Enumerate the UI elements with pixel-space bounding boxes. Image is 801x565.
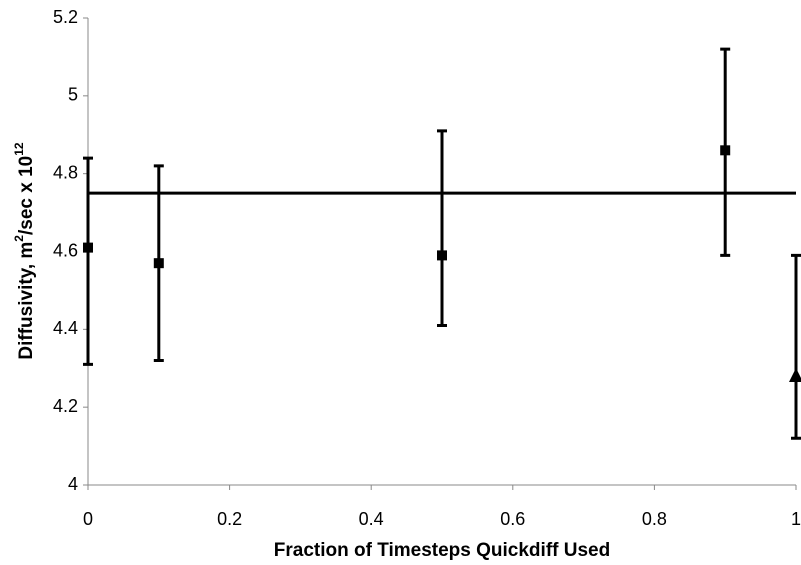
y-tick-label: 5.2 bbox=[53, 7, 78, 27]
x-axis-title: Fraction of Timesteps Quickdiff Used bbox=[274, 540, 610, 561]
y-tick-label: 4.2 bbox=[53, 396, 78, 416]
y-tick-label: 4 bbox=[68, 474, 78, 494]
x-tick-label: 0.2 bbox=[217, 509, 242, 529]
marker bbox=[789, 368, 801, 383]
y-tick-label: 5 bbox=[68, 85, 78, 105]
marker bbox=[437, 250, 447, 261]
x-tick-label: 0.4 bbox=[359, 509, 384, 529]
x-tick-label: 0.8 bbox=[642, 509, 667, 529]
y-title-part: Diffusivity, m bbox=[16, 242, 37, 360]
error-bar bbox=[791, 253, 801, 440]
x-tick-label: 0 bbox=[83, 509, 93, 529]
marker bbox=[83, 242, 93, 253]
y-title-sup: 2 bbox=[12, 235, 26, 242]
marker bbox=[153, 258, 164, 269]
y-tick-label: 4.8 bbox=[53, 162, 78, 182]
y-title-sup: 12 bbox=[12, 142, 26, 156]
y-axis-title: Diffusivity, m2/sec x 1012 bbox=[12, 142, 37, 360]
y-title-part: /sec x 10 bbox=[16, 156, 37, 235]
x-tick-label: 0.6 bbox=[500, 509, 525, 529]
y-tick-label: 4.6 bbox=[53, 240, 78, 260]
y-tick-label: 4.4 bbox=[53, 318, 78, 338]
x-tick-label: 1 bbox=[791, 509, 801, 529]
error-bar bbox=[83, 156, 93, 366]
marker bbox=[720, 145, 731, 156]
error-bar bbox=[437, 129, 447, 327]
